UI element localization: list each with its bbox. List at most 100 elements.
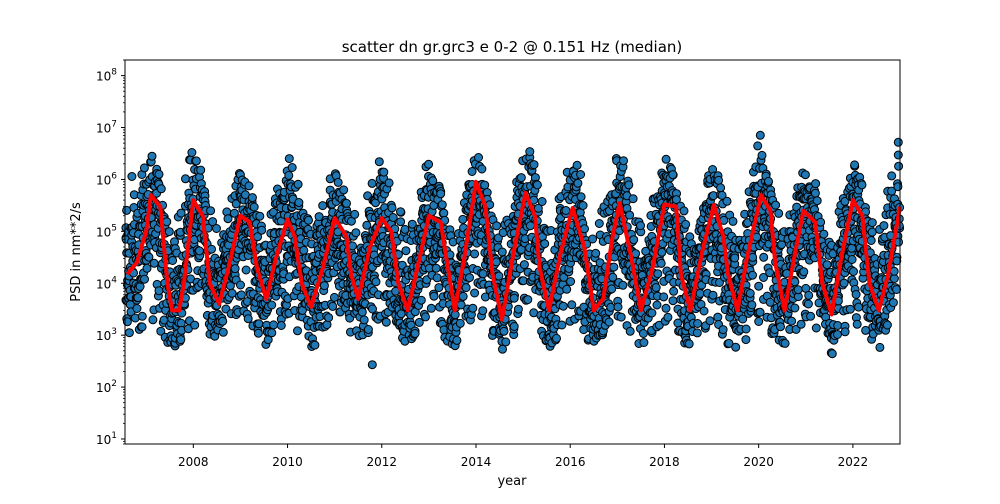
scatter-point xyxy=(695,289,705,298)
scatter-point xyxy=(133,293,143,303)
scatter-point xyxy=(257,225,267,235)
scatter-point xyxy=(465,273,474,283)
scatter-point xyxy=(362,220,372,230)
scatter-point xyxy=(227,288,237,298)
scatter-point xyxy=(140,274,149,284)
scatter-point xyxy=(552,333,561,343)
scatter-point xyxy=(867,227,877,237)
scatter-point xyxy=(657,247,667,257)
scatter-point xyxy=(253,328,263,338)
scatter-point xyxy=(790,303,800,313)
x-tick-label: 2010 xyxy=(272,455,303,469)
scatter-point xyxy=(249,202,259,212)
scatter-point xyxy=(342,198,351,208)
scatter-point xyxy=(754,317,764,326)
scatter-point xyxy=(894,161,904,171)
scatter-point xyxy=(562,284,572,294)
x-tick-label: 2016 xyxy=(555,455,586,469)
scatter-point xyxy=(800,170,810,180)
scatter-point xyxy=(436,189,446,199)
scatter-point xyxy=(229,208,239,218)
scatter-point xyxy=(684,339,694,349)
scatter-point xyxy=(519,260,529,270)
scatter-point xyxy=(149,258,159,268)
scatter-point xyxy=(653,269,663,279)
scatter-point xyxy=(368,304,377,314)
x-tick-label: 2012 xyxy=(366,455,397,469)
scatter-point xyxy=(819,229,829,239)
scatter-point xyxy=(431,263,441,273)
scatter-point xyxy=(387,203,397,213)
scatter-point xyxy=(799,267,809,277)
scatter-point xyxy=(513,304,523,314)
scatter-point xyxy=(367,178,377,188)
scatter-point xyxy=(728,216,738,226)
scatter-point xyxy=(407,219,417,229)
scatter-point xyxy=(236,290,246,300)
scatter-point xyxy=(168,256,178,265)
scatter-point xyxy=(416,295,426,305)
scatter-point xyxy=(629,235,639,245)
scatter-point xyxy=(458,291,468,301)
scatter-point xyxy=(759,252,769,262)
scatter-point xyxy=(532,180,542,190)
scatter-point xyxy=(212,224,221,233)
scatter-point xyxy=(866,236,876,245)
scatter-point xyxy=(371,277,381,287)
scatter-point xyxy=(244,181,254,191)
scatter-point xyxy=(806,311,816,321)
scatter-point xyxy=(363,325,373,334)
scatter-point xyxy=(851,290,861,299)
scatter-point xyxy=(745,288,755,298)
scatter-point xyxy=(529,160,539,170)
scatter-point xyxy=(176,208,186,218)
scatter-point xyxy=(139,163,149,173)
scatter-point xyxy=(516,173,526,183)
scatter-point xyxy=(284,170,294,180)
scatter-point xyxy=(718,325,728,335)
scatter-point xyxy=(753,141,763,151)
scatter-point xyxy=(755,130,765,140)
scatter-point xyxy=(455,318,465,328)
scatter-point xyxy=(796,319,806,329)
scatter-point xyxy=(679,206,689,216)
scatter-point xyxy=(681,219,691,229)
scatter-point xyxy=(827,349,837,359)
scatter-point xyxy=(716,183,726,193)
scatter-point xyxy=(579,325,589,335)
scatter-point xyxy=(293,179,303,189)
scatter-point xyxy=(616,312,626,322)
scatter-point xyxy=(847,255,857,264)
scatter-point xyxy=(359,315,369,325)
chart-title: scatter dn gr.grc3 e 0-2 @ 0.151 Hz (med… xyxy=(342,38,683,56)
scatter-point xyxy=(384,178,394,188)
scatter-point xyxy=(299,245,309,255)
scatter-point xyxy=(218,327,228,337)
scatter-point xyxy=(236,280,245,290)
scatter-point xyxy=(822,260,832,270)
scatter-point xyxy=(379,167,389,177)
scatter-point xyxy=(663,312,673,322)
scatter-point xyxy=(576,192,586,202)
scatter-point xyxy=(647,308,657,318)
scatter-point xyxy=(852,319,862,329)
scatter-point xyxy=(699,306,709,316)
scatter-point xyxy=(241,265,251,275)
scatter-point xyxy=(754,281,764,291)
scatter-point xyxy=(540,239,550,249)
scatter-point xyxy=(207,244,216,254)
scatter-point xyxy=(190,320,200,330)
scatter-point xyxy=(625,326,635,336)
scatter-point xyxy=(470,249,480,259)
scatter-point xyxy=(840,327,850,337)
scatter-point xyxy=(803,299,813,309)
scatter-point xyxy=(328,301,338,311)
scatter-point xyxy=(774,208,784,218)
scatter-point xyxy=(339,185,349,195)
scatter-point xyxy=(267,300,277,310)
scatter-point xyxy=(847,243,857,253)
scatter-point xyxy=(478,269,488,279)
scatter-point xyxy=(196,165,206,175)
scatter-point xyxy=(414,317,424,327)
